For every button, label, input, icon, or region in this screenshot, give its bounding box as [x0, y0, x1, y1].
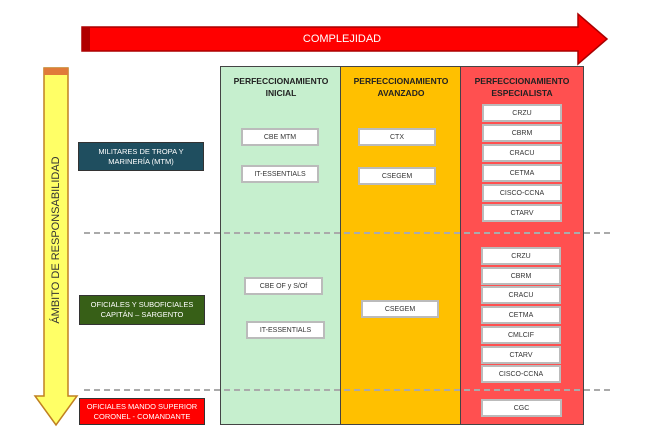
- row-label-mando-superior: OFICIALES MANDO SUPERIOR CORONEL - COMAND…: [79, 398, 205, 425]
- course-box: CBE OF y S/Of: [244, 277, 323, 295]
- course-box: CRZU: [481, 247, 561, 265]
- course-box: CBE MTM: [241, 128, 319, 146]
- column-inicial: PERFECCIONAMIENTO INICIAL: [220, 66, 342, 425]
- course-box: CISCO-CCNA: [482, 184, 562, 202]
- column-subtitle: ESPECIALISTA: [491, 88, 553, 98]
- column-title: PERFECCIONAMIENTO: [353, 76, 449, 86]
- column-title: PERFECCIONAMIENTO: [233, 76, 329, 86]
- course-box: CISCO-CCNA: [481, 365, 561, 383]
- course-box: CMLCIF: [481, 326, 561, 344]
- course-box: CGC: [481, 399, 562, 417]
- course-box: CRACU: [481, 286, 561, 304]
- course-box: CRZU: [482, 104, 562, 122]
- complexity-arrow: [81, 12, 609, 66]
- course-box: CETMA: [482, 164, 562, 182]
- course-box: CBRM: [482, 124, 562, 142]
- course-box: CTARV: [481, 346, 561, 364]
- row-separator: [84, 232, 610, 234]
- column-subtitle: INICIAL: [265, 88, 297, 98]
- column-title: PERFECCIONAMIENTO: [474, 76, 570, 86]
- course-box: CTARV: [482, 204, 562, 222]
- course-box: CSEGEM: [361, 300, 439, 318]
- course-box: IT-ESSENTIALS: [241, 165, 319, 183]
- course-box: CTX: [358, 128, 436, 146]
- course-box: CETMA: [481, 306, 561, 324]
- column-subtitle: AVANZADO: [377, 88, 425, 98]
- column-avanzado: PERFECCIONAMIENTO AVANZADO: [340, 66, 462, 425]
- row-label-mtm: MILITARES DE TROPA Y MARINERÍA (MTM): [78, 142, 204, 171]
- course-box: CRACU: [482, 144, 562, 162]
- complexity-label: COMPLEJIDAD: [302, 33, 382, 45]
- responsibility-label: ÁMBITO DE RESPONSABILIDAD: [50, 156, 62, 324]
- course-box: CBRM: [481, 267, 561, 285]
- row-separator: [84, 389, 610, 391]
- responsibility-arrow: [33, 67, 79, 427]
- course-box: CSEGEM: [358, 167, 436, 185]
- course-box: IT-ESSENTIALS: [246, 321, 325, 339]
- row-label-oficiales: OFICIALES Y SUBOFICIALES CAPITÁN – SARGEN…: [79, 295, 205, 325]
